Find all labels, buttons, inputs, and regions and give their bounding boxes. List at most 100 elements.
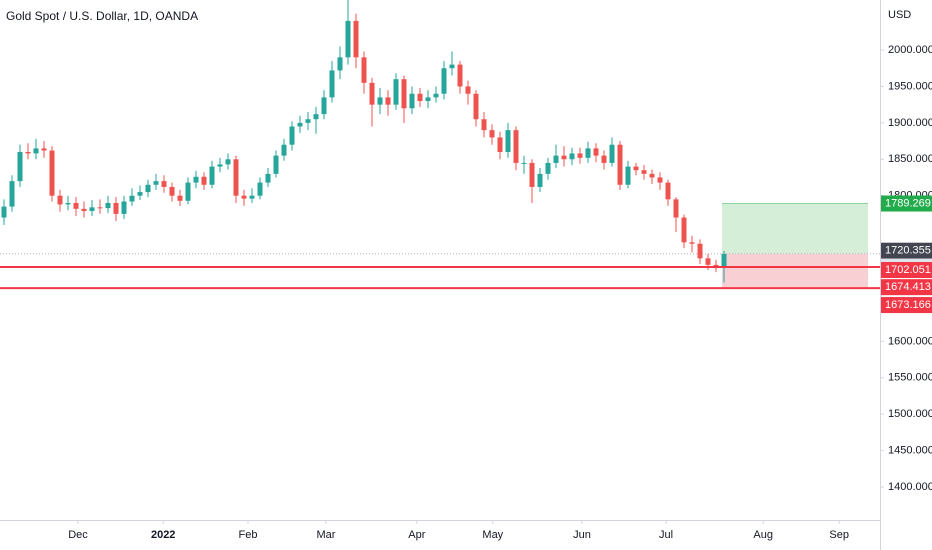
stop-label-bg bbox=[881, 279, 932, 296]
candle-body bbox=[257, 182, 263, 196]
candle-body bbox=[17, 151, 23, 182]
candle-body bbox=[409, 93, 415, 109]
candle-body bbox=[561, 155, 567, 160]
candle-body bbox=[305, 119, 311, 123]
loss-zone bbox=[722, 253, 868, 288]
candle-body bbox=[73, 202, 79, 209]
candle-body bbox=[553, 155, 559, 163]
candle-body bbox=[9, 181, 15, 207]
candle-body bbox=[393, 79, 399, 105]
candle-body bbox=[505, 130, 511, 152]
x-tick-label: Apr bbox=[408, 529, 425, 541]
chart-title: Gold Spot / U.S. Dollar, 1D, OANDA bbox=[6, 9, 198, 23]
candle-body bbox=[337, 57, 343, 71]
candle-body bbox=[425, 97, 431, 102]
candle-body bbox=[497, 137, 503, 152]
x-tick-label: Dec bbox=[68, 529, 88, 541]
candle-body bbox=[161, 181, 167, 187]
y-tick-label: 1450.000 bbox=[888, 445, 932, 457]
candle-body bbox=[49, 150, 55, 196]
candle-body bbox=[241, 195, 247, 199]
candle-body bbox=[81, 208, 87, 211]
candle-body bbox=[689, 242, 695, 244]
candle-body bbox=[529, 162, 535, 187]
candle-body bbox=[289, 126, 295, 145]
level-label: 1673.166 bbox=[885, 299, 931, 311]
current-price-label: 1720.355 bbox=[885, 245, 931, 257]
candle-body bbox=[361, 57, 367, 83]
x-tick-label: Feb bbox=[239, 529, 258, 541]
stop-label: 1674.413 bbox=[885, 281, 931, 293]
candle-body bbox=[617, 144, 623, 185]
candle-body bbox=[89, 207, 95, 211]
candle-body bbox=[649, 173, 655, 178]
candle-body bbox=[721, 253, 727, 267]
candle-body bbox=[313, 114, 319, 120]
y-tick-label: 1900.000 bbox=[888, 117, 932, 129]
candle-body bbox=[377, 97, 383, 105]
x-tick-label: 2022 bbox=[151, 529, 175, 541]
candle-body bbox=[321, 97, 327, 115]
candle-body bbox=[121, 201, 127, 214]
candle-body bbox=[545, 162, 551, 174]
candle-body bbox=[673, 199, 679, 218]
level-label: 1702.051 bbox=[885, 264, 931, 276]
candle-body bbox=[681, 217, 687, 243]
candle-body bbox=[625, 166, 631, 185]
x-tick-label: Aug bbox=[753, 529, 773, 541]
level-label-bg bbox=[881, 297, 932, 314]
candle-body bbox=[193, 176, 199, 183]
x-tick-label: May bbox=[482, 529, 503, 541]
candle-body bbox=[25, 151, 31, 154]
y-tick-label: 1550.000 bbox=[888, 372, 932, 384]
current-price-label-bg bbox=[881, 242, 932, 259]
target-label-bg bbox=[881, 195, 932, 212]
candle-body bbox=[657, 177, 663, 183]
candle-body bbox=[105, 202, 111, 209]
candle-body bbox=[33, 148, 39, 154]
y-tick-label: 1600.000 bbox=[888, 335, 932, 347]
candle-body bbox=[113, 202, 119, 214]
candle-body bbox=[225, 159, 231, 165]
y-tick-label: 2000.000 bbox=[888, 44, 932, 56]
candle-body bbox=[137, 192, 143, 196]
y-tick-label: 1500.000 bbox=[888, 408, 932, 420]
candle-body bbox=[169, 186, 175, 196]
candle-body bbox=[201, 176, 207, 185]
candle-body bbox=[129, 195, 135, 202]
profit-zone bbox=[722, 203, 868, 254]
candle-body bbox=[265, 173, 271, 183]
candle-body bbox=[489, 130, 495, 138]
candle-body bbox=[217, 164, 223, 167]
candle-body bbox=[465, 86, 471, 94]
candle-body bbox=[65, 202, 71, 205]
y-tick-label: 1850.000 bbox=[888, 153, 932, 165]
axes: 2000.0001950.0001900.0001850.0001800.000… bbox=[68, 44, 932, 541]
candle-body bbox=[145, 184, 151, 193]
y-tick-label: 1950.000 bbox=[888, 80, 932, 92]
candle-body bbox=[209, 166, 215, 185]
candle-body bbox=[441, 68, 447, 94]
candle-body bbox=[57, 195, 63, 205]
candle-body bbox=[609, 144, 615, 163]
candle-body bbox=[641, 170, 647, 174]
candle-body bbox=[401, 79, 407, 109]
candle-body bbox=[297, 122, 303, 127]
candle-body bbox=[513, 130, 519, 163]
candle-body bbox=[177, 195, 183, 201]
candle-body bbox=[449, 64, 455, 69]
candle-body bbox=[593, 148, 599, 156]
candle-body bbox=[273, 155, 279, 174]
currency-label: USD bbox=[888, 9, 911, 21]
y-tick-label: 1400.000 bbox=[888, 481, 932, 493]
candle-body bbox=[385, 97, 391, 105]
candle-body bbox=[633, 166, 639, 171]
candle-body bbox=[281, 144, 287, 156]
candle-body bbox=[521, 162, 527, 164]
candle-body bbox=[473, 93, 479, 120]
candle-body bbox=[249, 195, 255, 199]
candle-body bbox=[41, 148, 47, 151]
x-tick-label: Jun bbox=[573, 529, 591, 541]
